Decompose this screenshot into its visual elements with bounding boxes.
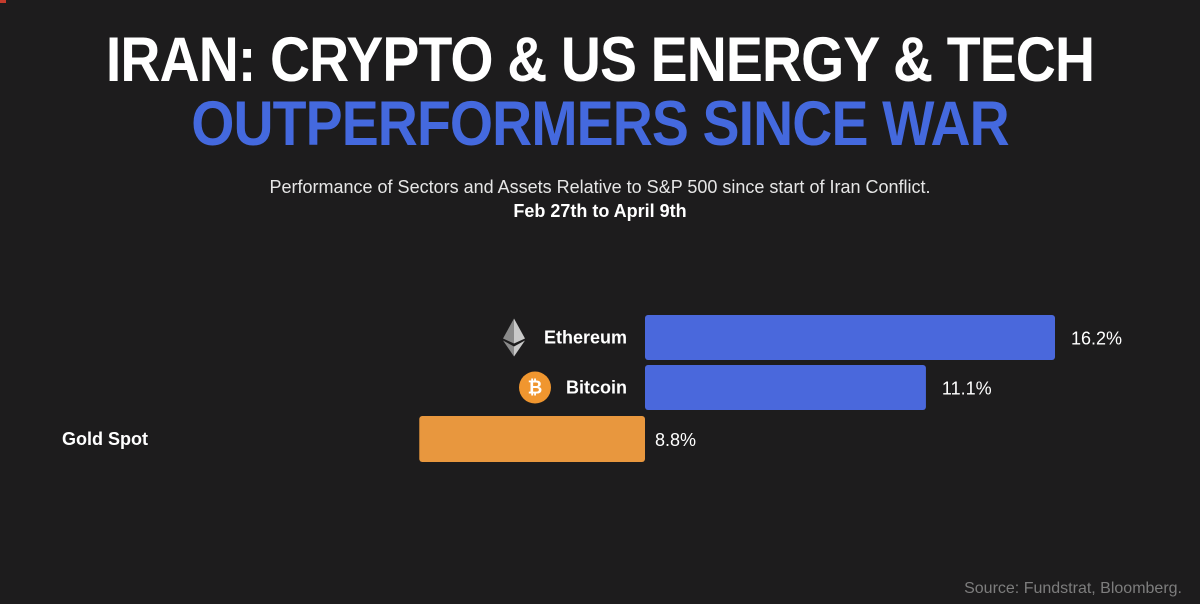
chart-title: IRAN: CRYPTO & US ENERGY & TECH OUTPERFO… [0,28,1200,156]
bar-bitcoin [645,365,926,410]
bitcoin-icon: ₿ [519,371,551,404]
bar-chart: Ethereum 16.2% Bitcoin 11.1% ₿ Gold Spot 8.8% [62,315,1122,462]
value-label-bitcoin: 11.1% [942,379,992,399]
value-label-gold-spot: 8.8% [655,430,696,450]
subtitle-block: Performance of Sectors and Assets Relati… [0,175,1200,223]
ethereum-icon [503,318,525,357]
category-label-ethereum: Ethereum [544,328,627,348]
bar-gold-spot [419,416,645,462]
title-line-1: IRAN: CRYPTO & US ENERGY & TECH [105,25,1095,95]
category-label-bitcoin: Bitcoin [566,378,627,398]
category-label-gold-spot: Gold Spot [62,429,148,449]
bar-ethereum [645,315,1055,360]
title-line-2: OUTPERFORMERS SINCE WAR [191,89,1009,159]
value-label-ethereum: 16.2% [1071,329,1122,349]
source-note: Source: Fundstrat, Bloomberg. [964,580,1182,597]
date-range: Feb 27th to April 9th [513,201,687,221]
svg-text:₿: ₿ [528,378,543,399]
subtitle: Performance of Sectors and Assets Relati… [269,177,931,197]
corner-mark [0,0,6,3]
